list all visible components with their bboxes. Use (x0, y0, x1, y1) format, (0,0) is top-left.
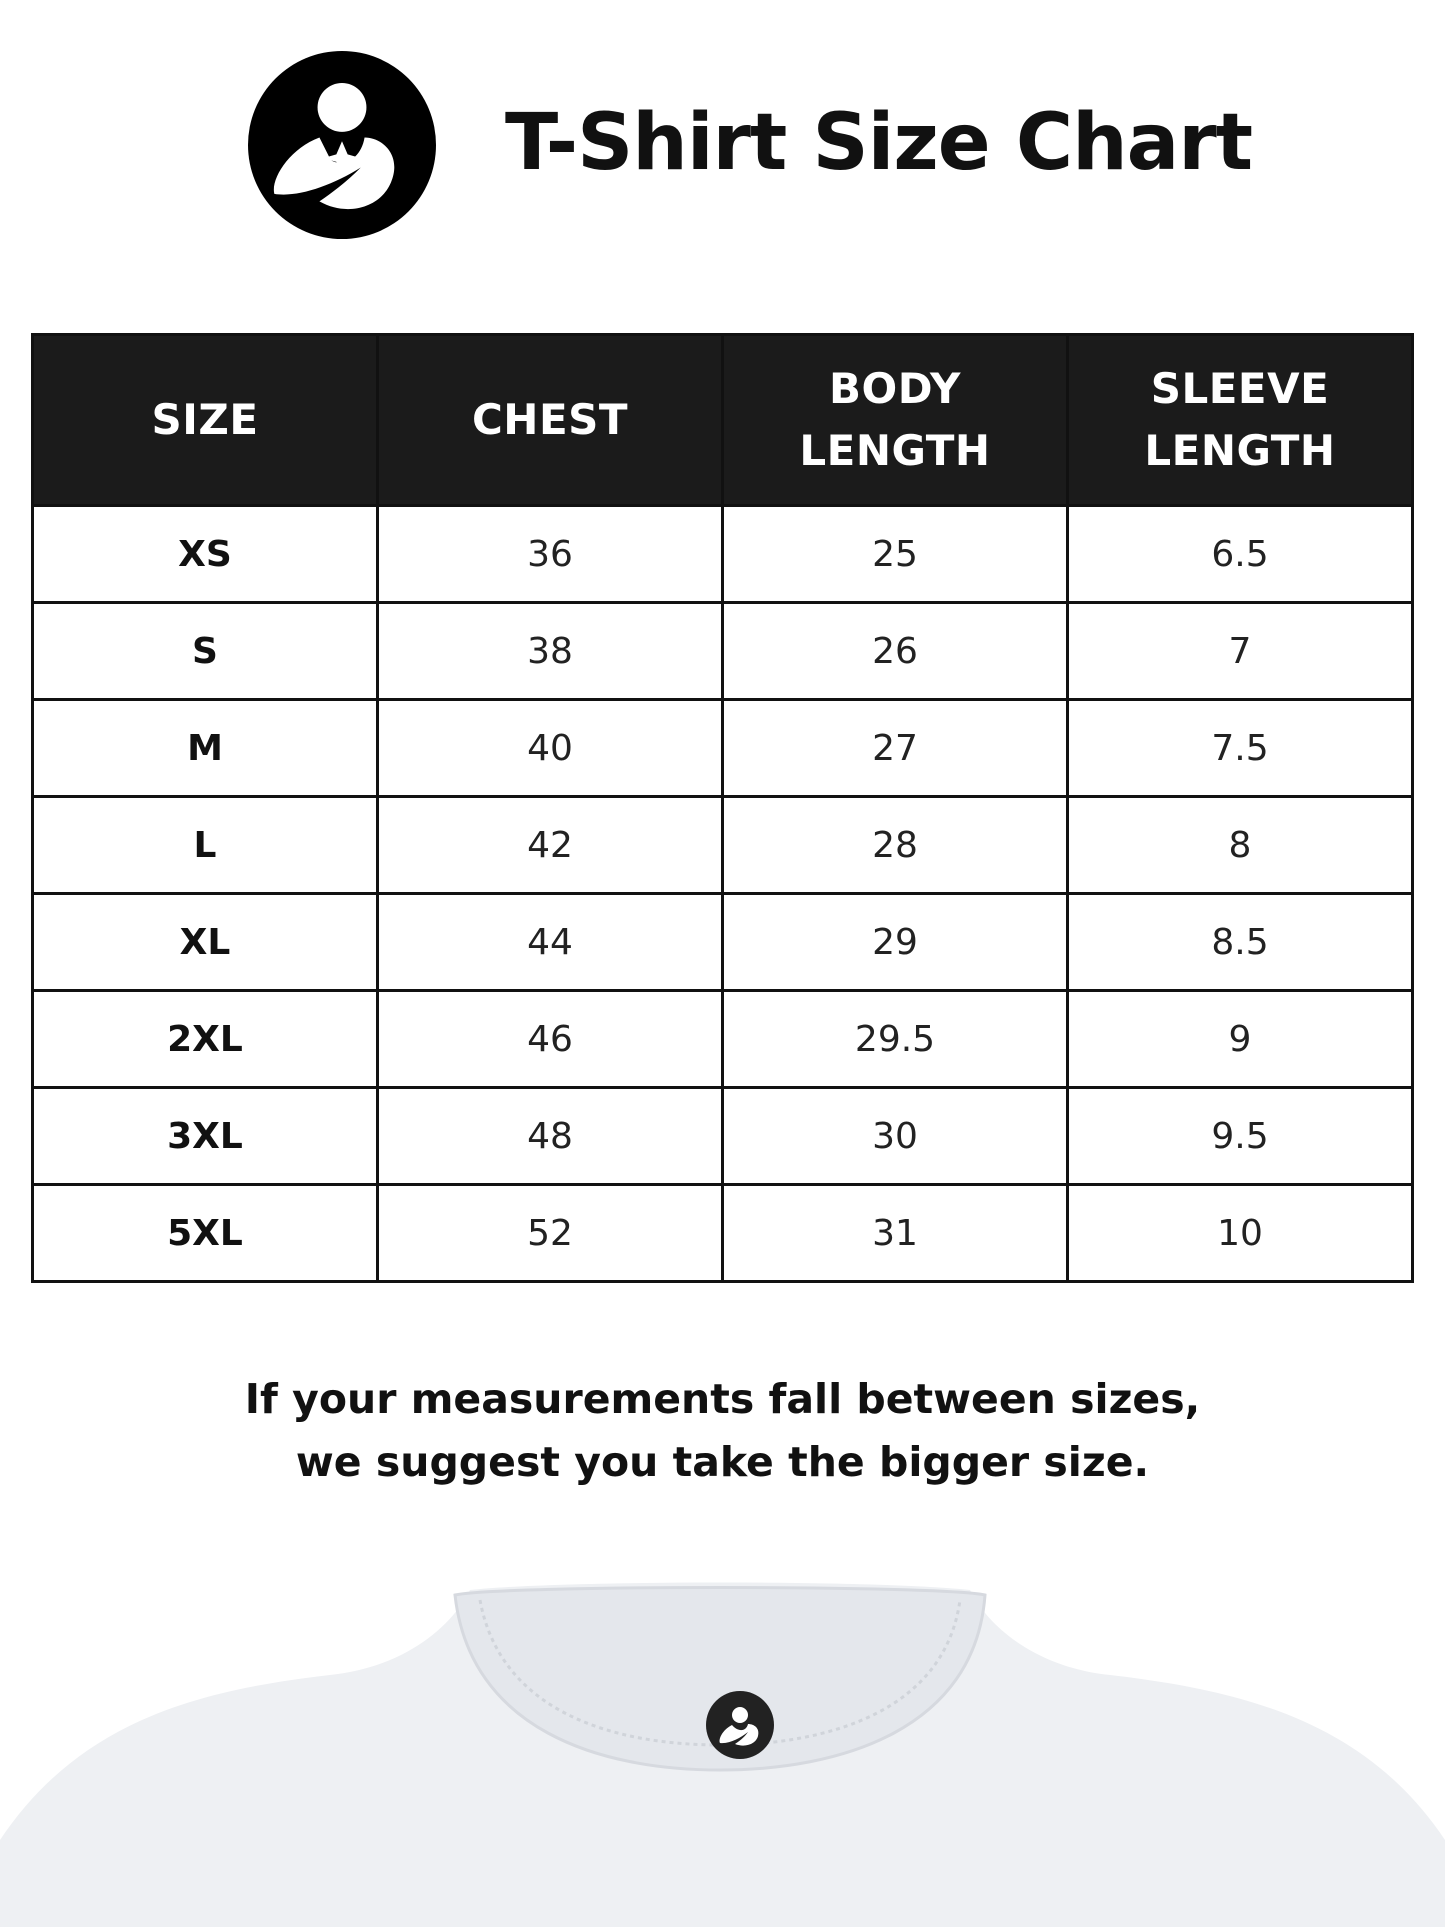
table-row: XL 44 29 8.5 (31, 892, 1414, 992)
measurement-cell: 6.5 (1066, 504, 1414, 604)
measurement-cell: 28 (721, 795, 1069, 895)
table-row: L 42 28 8 (31, 795, 1414, 895)
size-cell: 2XL (31, 989, 379, 1089)
measurement-cell: 10 (1066, 1183, 1414, 1283)
measurement-cell: 30 (721, 1086, 1069, 1186)
measurement-cell: 44 (376, 892, 724, 992)
size-cell: 3XL (31, 1086, 379, 1186)
measurement-cell: 27 (721, 698, 1069, 798)
measurement-cell: 9.5 (1066, 1086, 1414, 1186)
table-row: M 40 27 7.5 (31, 698, 1414, 798)
tag-logo-icon (706, 1691, 774, 1759)
header-line-1: SLEEVE (1150, 364, 1330, 413)
size-chart-table: SIZE CHEST BODY LENGTH SLEEVE LENGTH XS 36 25 6.… (31, 333, 1414, 1283)
measurement-cell: 29 (721, 892, 1069, 992)
size-cell: XS (31, 504, 379, 604)
column-header-size: SIZE (31, 333, 379, 507)
size-cell: XL (31, 892, 379, 992)
header-line-2: LENGTH (799, 426, 991, 475)
header-line-2: LENGTH (1144, 426, 1336, 475)
column-header-body: BODY LENGTH (721, 333, 1069, 507)
measurement-cell: 8 (1066, 795, 1414, 895)
measurement-cell: 25 (721, 504, 1069, 604)
size-cell: 5XL (31, 1183, 379, 1283)
brand-logo-icon (248, 51, 436, 239)
header-line-1: BODY (829, 364, 961, 413)
measurement-cell: 48 (376, 1086, 724, 1186)
measurement-cell: 31 (721, 1183, 1069, 1283)
measurement-cell: 8.5 (1066, 892, 1414, 992)
table-row: 2XL 46 29.5 9 (31, 989, 1414, 1089)
measurement-cell: 46 (376, 989, 724, 1089)
size-cell: L (31, 795, 379, 895)
table-row: 5XL 52 31 10 (31, 1183, 1414, 1283)
table-row: 3XL 48 30 9.5 (31, 1086, 1414, 1186)
header-line-1: SIZE (151, 395, 259, 444)
column-header-sleeve: SLEEVE LENGTH (1066, 333, 1414, 507)
measurement-cell: 7 (1066, 601, 1414, 701)
page-title: T-Shirt Size Chart (505, 98, 1253, 188)
measurement-cell: 52 (376, 1183, 724, 1283)
tshirt-image (0, 1582, 1445, 1927)
measurement-cell: 29.5 (721, 989, 1069, 1089)
header-line-1: CHEST (471, 395, 629, 444)
measurement-cell: 7.5 (1066, 698, 1414, 798)
size-cell: M (31, 698, 379, 798)
table-row: XS 36 25 6.5 (31, 504, 1414, 604)
measurement-cell: 40 (376, 698, 724, 798)
note-line-2: we suggest you take the bigger size. (295, 1438, 1150, 1486)
measurement-cell: 9 (1066, 989, 1414, 1089)
note-line-1: If your measurements fall between sizes, (244, 1375, 1201, 1423)
measurement-cell: 36 (376, 504, 724, 604)
table-row: S 38 26 7 (31, 601, 1414, 701)
size-cell: S (31, 601, 379, 701)
measurement-cell: 26 (721, 601, 1069, 701)
size-advice-note: If your measurements fall between sizes,… (0, 1368, 1445, 1494)
measurement-cell: 38 (376, 601, 724, 701)
column-header-chest: CHEST (376, 333, 724, 507)
measurement-cell: 42 (376, 795, 724, 895)
